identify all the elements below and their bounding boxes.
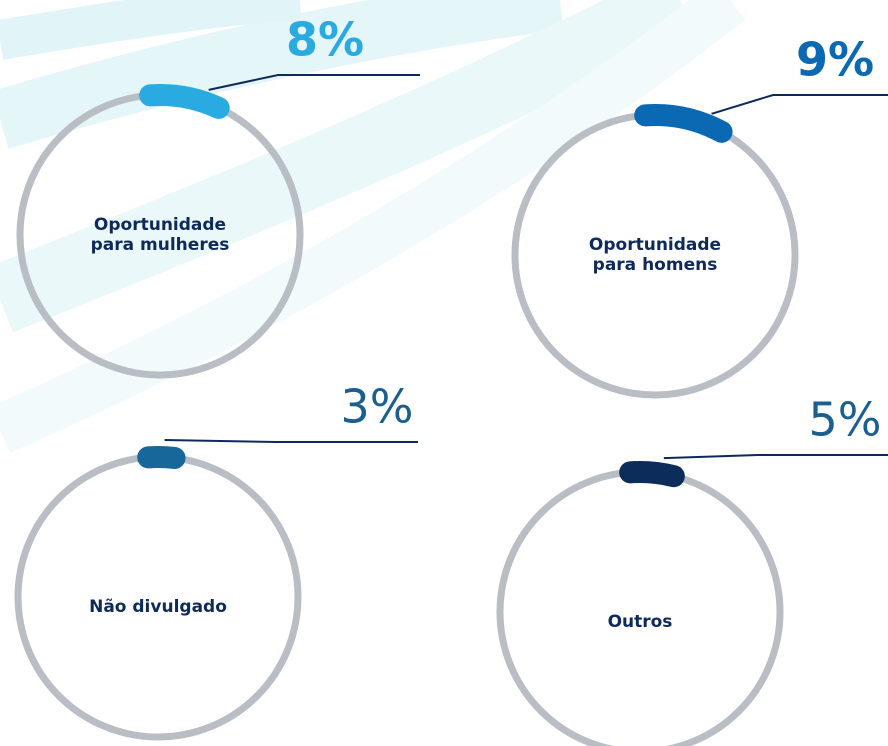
background-swoosh (0, 0, 746, 453)
gauge-arc (139, 84, 230, 119)
value-label: 3% (341, 380, 414, 434)
gauge-label: Oportunidade (589, 235, 721, 255)
gauge-track (496, 468, 784, 746)
gauge-label: para homens (593, 255, 718, 275)
gauge-label: Outros (608, 612, 673, 632)
value-label: 9% (796, 33, 874, 87)
gauge-label: para mulheres (91, 235, 230, 255)
leader-line (711, 94, 888, 115)
leader-line (663, 454, 888, 460)
value-label: 5% (809, 393, 882, 447)
gauge-arc (619, 461, 685, 488)
gauge-label: Oportunidade (94, 215, 226, 235)
value-label: 8% (286, 13, 364, 67)
gauge-arc (634, 104, 733, 143)
gauge-label: Não divulgado (89, 597, 227, 617)
leader-line (208, 74, 420, 91)
leader-line (164, 438, 418, 443)
gauge-arc (137, 446, 186, 469)
